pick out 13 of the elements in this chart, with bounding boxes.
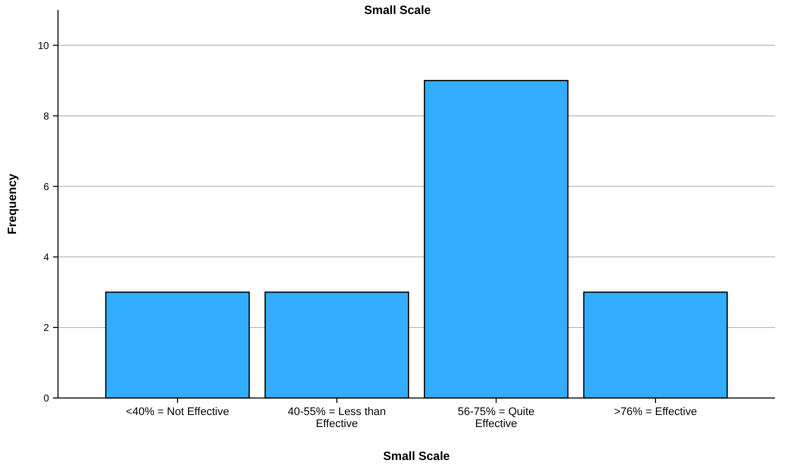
y-axis-title: Frequency bbox=[5, 173, 19, 234]
chart-title: Small Scale bbox=[364, 3, 432, 17]
x-tick-label: 40-55% = Less than Effective bbox=[288, 406, 386, 430]
y-tick-label: 4 bbox=[43, 252, 50, 264]
x-tick-label: 56-75% = Quite Effective bbox=[458, 406, 535, 430]
y-tick-label: 8 bbox=[43, 111, 50, 122]
y-tick-label: 10 bbox=[38, 40, 50, 52]
y-tick-label: 0 bbox=[43, 394, 50, 404]
x-axis-title: Small Scale bbox=[383, 449, 450, 463]
y-tick-label: 6 bbox=[43, 182, 50, 193]
y-tick-label: 2 bbox=[43, 322, 50, 334]
x-tick-label: >76% = Effective bbox=[614, 406, 697, 418]
x-tick-label: <40% = Not Effective bbox=[126, 406, 230, 418]
